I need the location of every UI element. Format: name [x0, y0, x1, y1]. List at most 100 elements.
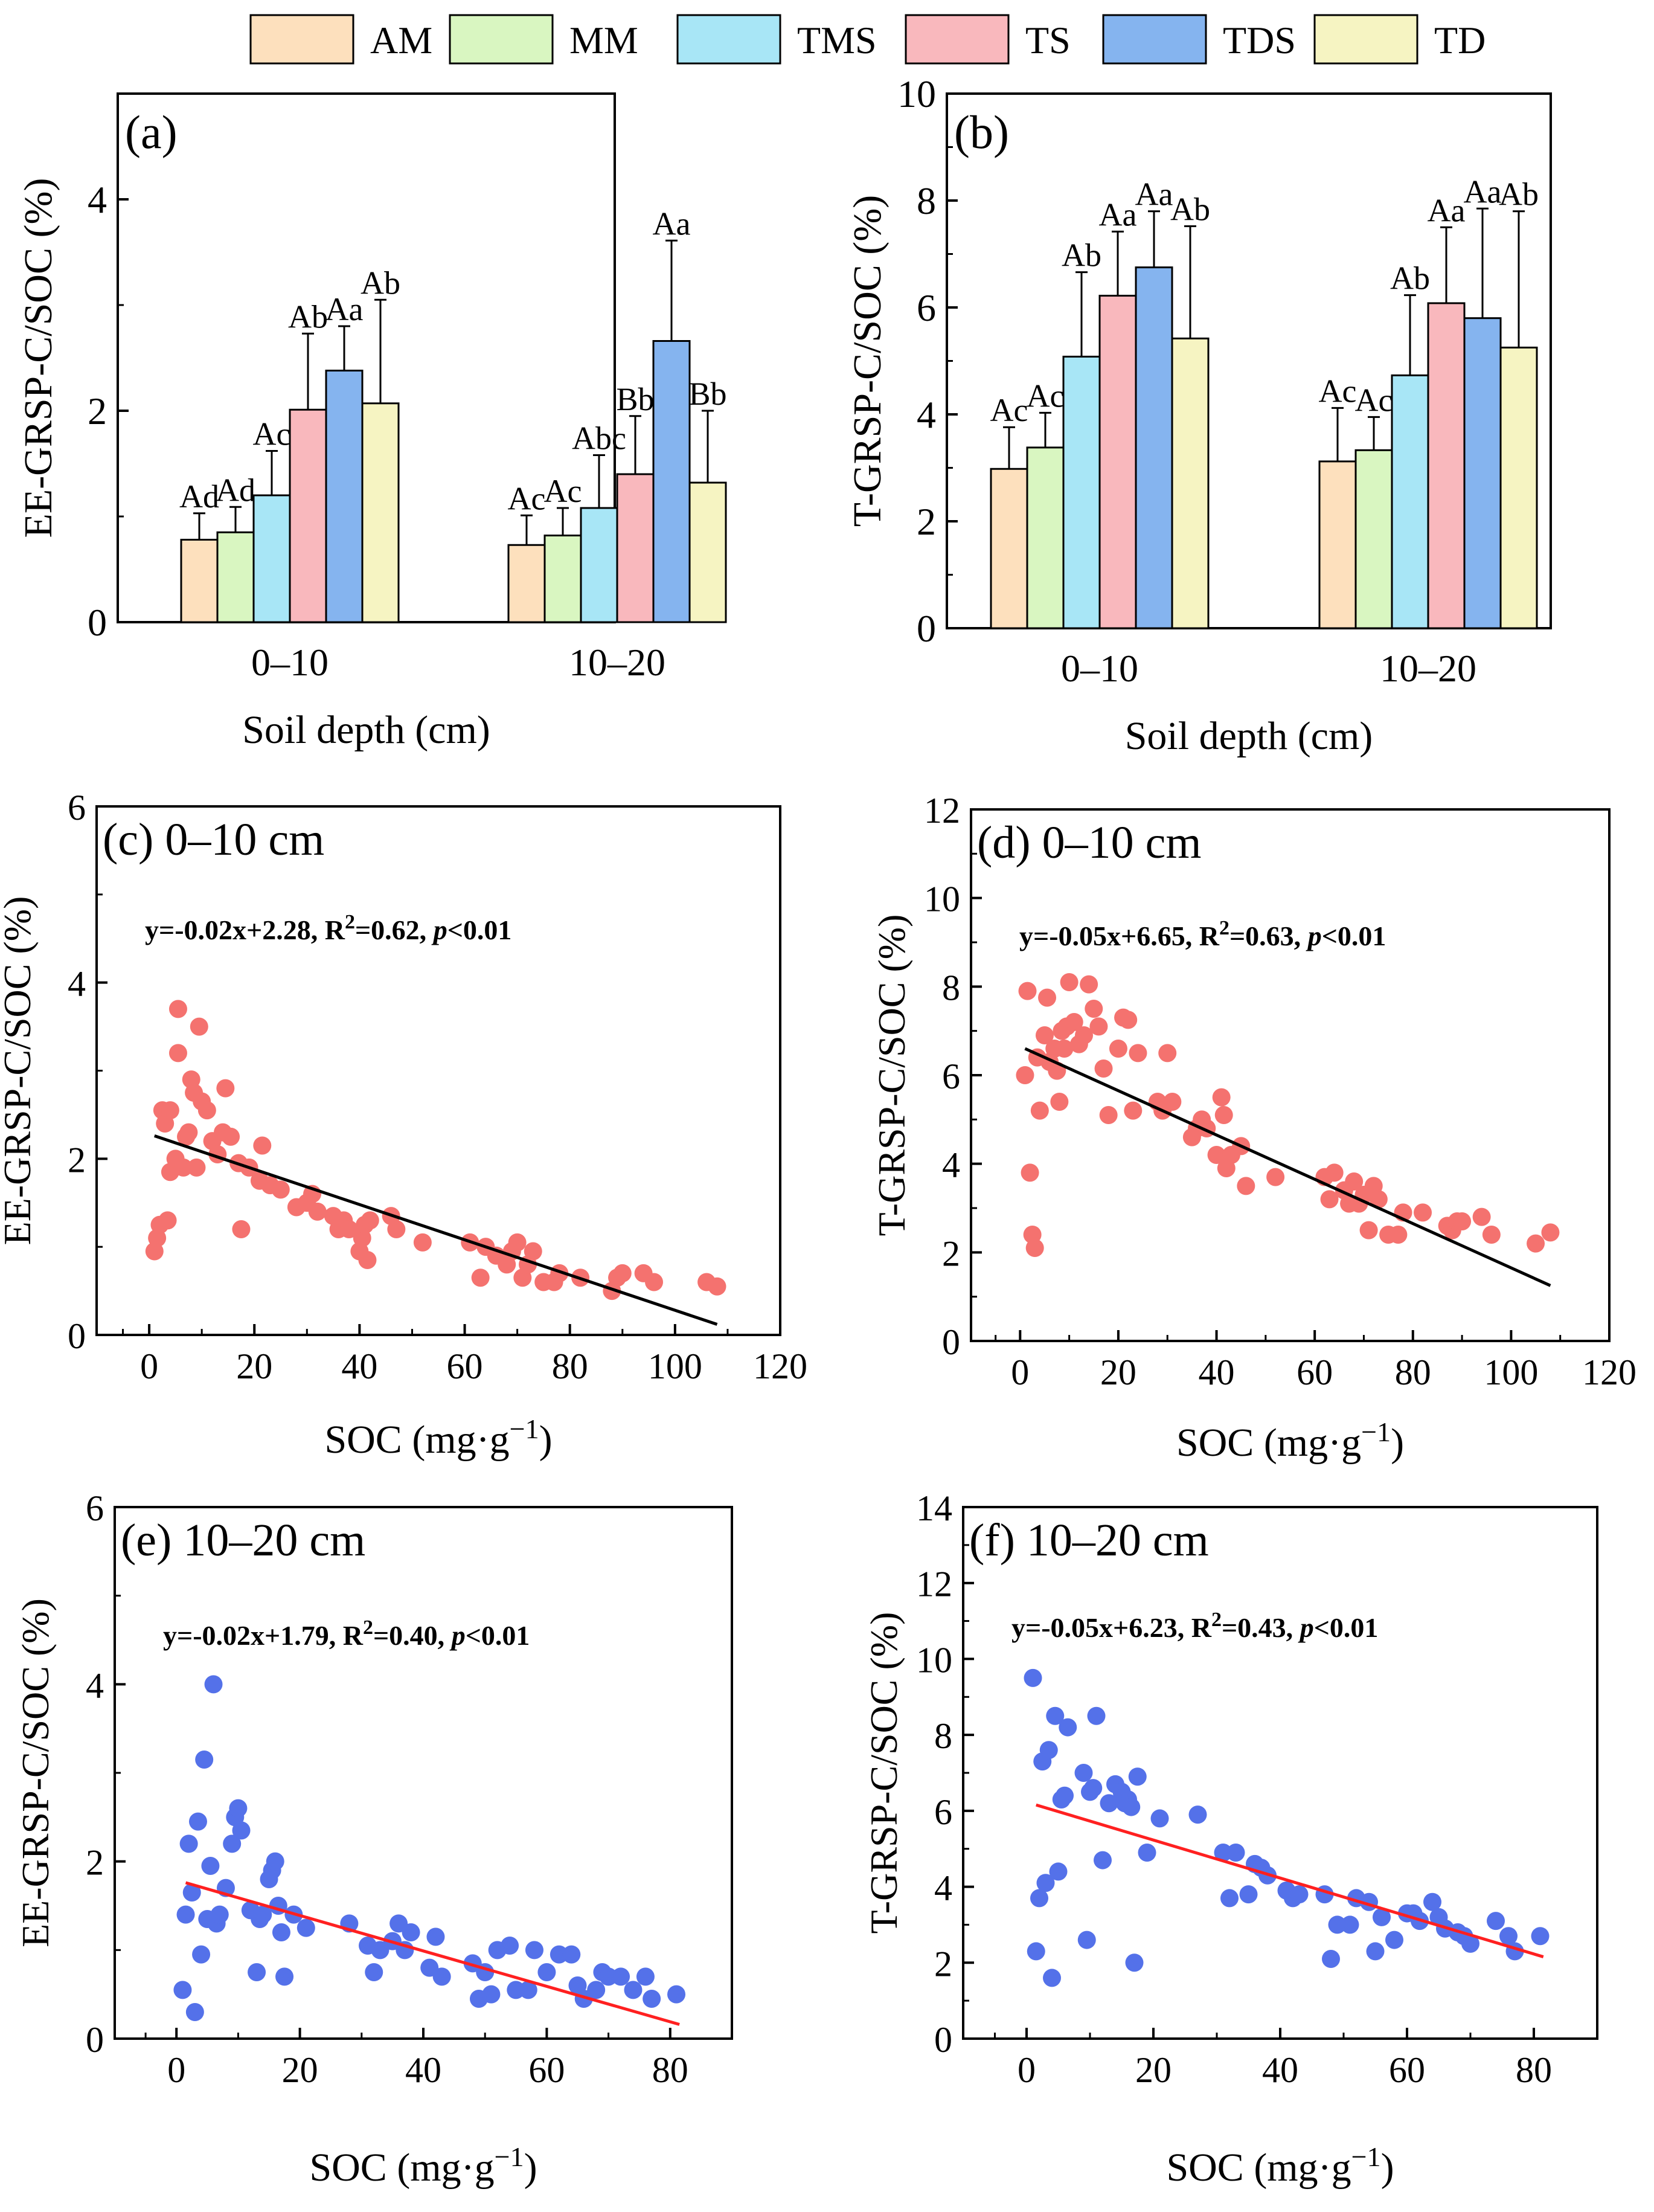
data-point	[426, 1927, 445, 1946]
data-point	[266, 1852, 284, 1871]
data-point	[232, 1821, 251, 1840]
data-point	[1325, 1163, 1344, 1182]
data-point	[297, 1918, 315, 1937]
data-point	[636, 1967, 655, 1986]
bar-ts	[616, 473, 655, 623]
bar-mm	[1354, 449, 1393, 629]
data-point	[1109, 1040, 1127, 1058]
x-axis-title: SOC (mg·g−1)	[1176, 1416, 1404, 1465]
significance-letter: Bb	[688, 376, 726, 412]
data-point	[1046, 1706, 1065, 1725]
significance-letter: Aa	[1464, 173, 1502, 210]
significance-letter: Ab	[288, 298, 328, 335]
significance-letter: Bb	[616, 381, 654, 417]
data-point	[1016, 1066, 1034, 1084]
x-axis-title: Soil depth (cm)	[242, 708, 490, 752]
x-tick-label: 40	[1199, 1352, 1235, 1392]
bar-am	[507, 544, 546, 623]
panel-label: (d) 0–10 cm	[977, 817, 1201, 868]
y-axis-title: EE-GRSP-C/SOC (%)	[16, 178, 60, 538]
data-point	[1060, 973, 1079, 991]
x-tick-label: 20	[1135, 2050, 1172, 2090]
panel-label: (f) 10–20 cm	[969, 1515, 1209, 1566]
y-tick-label: 0	[68, 1316, 86, 1356]
data-point	[1036, 1874, 1055, 1892]
label-part: 2	[363, 1616, 373, 1639]
y-tick-label: 6	[917, 286, 936, 329]
data-point	[1414, 1203, 1432, 1222]
data-point	[358, 1251, 377, 1270]
data-point	[1125, 1953, 1144, 1972]
bar-tms	[252, 494, 291, 623]
significance-letter: Aa	[1428, 192, 1466, 228]
legend-label-ts: TS	[1025, 19, 1071, 62]
data-point	[275, 1967, 294, 1986]
bar-ts	[1098, 295, 1137, 629]
y-tick-label: 4	[88, 178, 107, 221]
data-point	[1087, 1706, 1106, 1725]
panel-b-bar-chart: 02468100–10AcAcAbAaAaAb10–20AcAcAbAaAaAb…	[845, 72, 1552, 758]
data-point	[222, 1127, 240, 1146]
data-point	[210, 1905, 229, 1924]
label-part: )	[539, 1418, 553, 1462]
x-axis-title: SOC (mg·g−1)	[309, 2141, 537, 2190]
legend-label-tms: TMS	[797, 19, 877, 62]
bar-td	[361, 402, 400, 623]
data-point	[187, 1158, 206, 1177]
legend-swatch-tms	[676, 14, 781, 65]
legend-swatch-am	[249, 14, 354, 65]
significance-letter: Ad	[179, 478, 219, 515]
y-tick-label: 4	[68, 964, 86, 1004]
bar-ts	[289, 408, 327, 623]
data-point	[1389, 1226, 1408, 1244]
bar-mm	[216, 531, 255, 623]
x-tick-label: 40	[341, 1346, 377, 1386]
label-part: )	[1391, 1421, 1404, 1465]
x-tick-label: 0	[167, 2050, 185, 2090]
data-point	[402, 1923, 420, 1941]
y-tick-label: 10	[916, 1640, 952, 1680]
y-tick-label: 2	[942, 1233, 960, 1273]
x-tick-label: 80	[1395, 1352, 1431, 1392]
data-point	[179, 1834, 198, 1853]
x-tick-label: 80	[652, 2050, 688, 2090]
data-point	[1035, 1026, 1054, 1044]
bar-am	[990, 468, 1028, 629]
data-point	[645, 1273, 664, 1291]
y-tick-label: 6	[86, 1488, 104, 1528]
significance-letter: Ac	[508, 480, 546, 516]
data-point	[1129, 1044, 1147, 1063]
panel-label: (a)	[125, 106, 178, 158]
y-tick-label: 2	[88, 390, 107, 432]
data-point	[1239, 1885, 1258, 1904]
x-axis-title: SOC (mg·g−1)	[1166, 2141, 1394, 2190]
label-part: <0.01	[447, 915, 512, 945]
data-point	[1541, 1223, 1560, 1242]
bar-tds	[1463, 317, 1502, 629]
data-point	[1085, 1000, 1103, 1018]
data-point	[1124, 1101, 1143, 1120]
data-point	[232, 1220, 251, 1238]
data-point	[1423, 1892, 1441, 1911]
data-point	[253, 1136, 272, 1155]
data-point	[1128, 1767, 1147, 1786]
data-point	[613, 1264, 632, 1282]
x-tick-label: 60	[1389, 2050, 1425, 2090]
y-axis-title: T-GRSP-C/SOC (%)	[870, 915, 913, 1236]
label-part: y=-0.05x+6.65, R	[1019, 921, 1220, 951]
data-point	[612, 1967, 630, 1986]
label-part: <0.01	[1314, 1612, 1379, 1643]
data-point	[272, 1923, 290, 1941]
data-point	[1018, 982, 1037, 1000]
significance-letter: Aa	[653, 205, 691, 242]
data-point	[432, 1967, 451, 1986]
significance-letter: Ac	[544, 473, 582, 509]
x-tick-label: 100	[648, 1346, 702, 1386]
data-point	[1025, 1239, 1044, 1257]
y-tick-label: 0	[88, 601, 107, 644]
x-tick-label: 40	[1262, 2050, 1298, 2090]
data-point	[1461, 1934, 1479, 1953]
